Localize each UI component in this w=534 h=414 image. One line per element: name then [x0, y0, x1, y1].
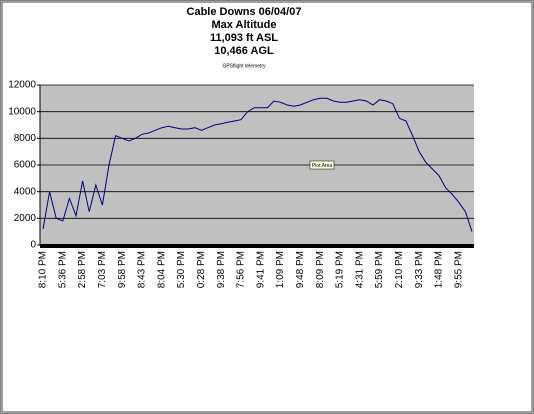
- x-tick-label: 1:48 PM: [434, 251, 445, 288]
- x-tick-label: 4:31 PM: [354, 251, 365, 288]
- x-tick-label: 9:58 PM: [117, 251, 128, 288]
- x-tick-label: 5:30 PM: [176, 251, 187, 288]
- y-tick-label: 2000: [14, 213, 37, 224]
- x-tick-label: 5:36 PM: [57, 251, 68, 288]
- x-tick-label: 7:03 PM: [97, 251, 108, 288]
- x-tick-label: 9:41 PM: [255, 251, 266, 288]
- y-tick-label: 4000: [14, 186, 37, 197]
- y-tick-label: 12000: [8, 80, 36, 91]
- chart-title: Cable Downs 06/04/07: [187, 6, 302, 18]
- y-tick-label: 10000: [8, 106, 36, 117]
- chart-title: Max Altitude: [212, 19, 277, 31]
- x-tick-label: 9:55 PM: [453, 251, 464, 288]
- x-tick-label: 9:38 PM: [216, 251, 227, 288]
- x-tick-label: 8:10 PM: [38, 251, 49, 288]
- y-tick-label: 8000: [14, 133, 37, 144]
- x-tick-label: 9:48 PM: [295, 251, 306, 288]
- line: [42, 97, 473, 232]
- x-tick-label: 9:33 PM: [414, 251, 425, 288]
- x-tick-label: 8:09 PM: [315, 251, 326, 288]
- x-tick-label: 7:56 PM: [236, 251, 247, 288]
- x-tick-label: 0:28 PM: [196, 251, 207, 288]
- x-tick-label: 1:09 PM: [275, 251, 286, 288]
- x-tick-label: 8:43 PM: [137, 251, 148, 288]
- x-tick-label: 2:10 PM: [394, 251, 405, 288]
- x-tick-label: 5:19 PM: [335, 251, 346, 288]
- annotation: Plot Area: [312, 163, 333, 169]
- y-tick-label: 6000: [14, 160, 37, 171]
- x-tick-label: 5:59 PM: [374, 251, 385, 288]
- y-tick-label: 0: [30, 240, 36, 251]
- chart-subtitle: GPSflight telemetry: [222, 63, 266, 69]
- x-tick-label: 2:58 PM: [77, 251, 88, 288]
- annotation-box: [309, 160, 335, 170]
- chart-title: 10,466 AGL: [214, 45, 274, 57]
- chart-title: 11,093 ft ASL: [210, 32, 278, 44]
- x-axis: [40, 244, 474, 248]
- x-tick-label: 8:04 PM: [156, 251, 167, 288]
